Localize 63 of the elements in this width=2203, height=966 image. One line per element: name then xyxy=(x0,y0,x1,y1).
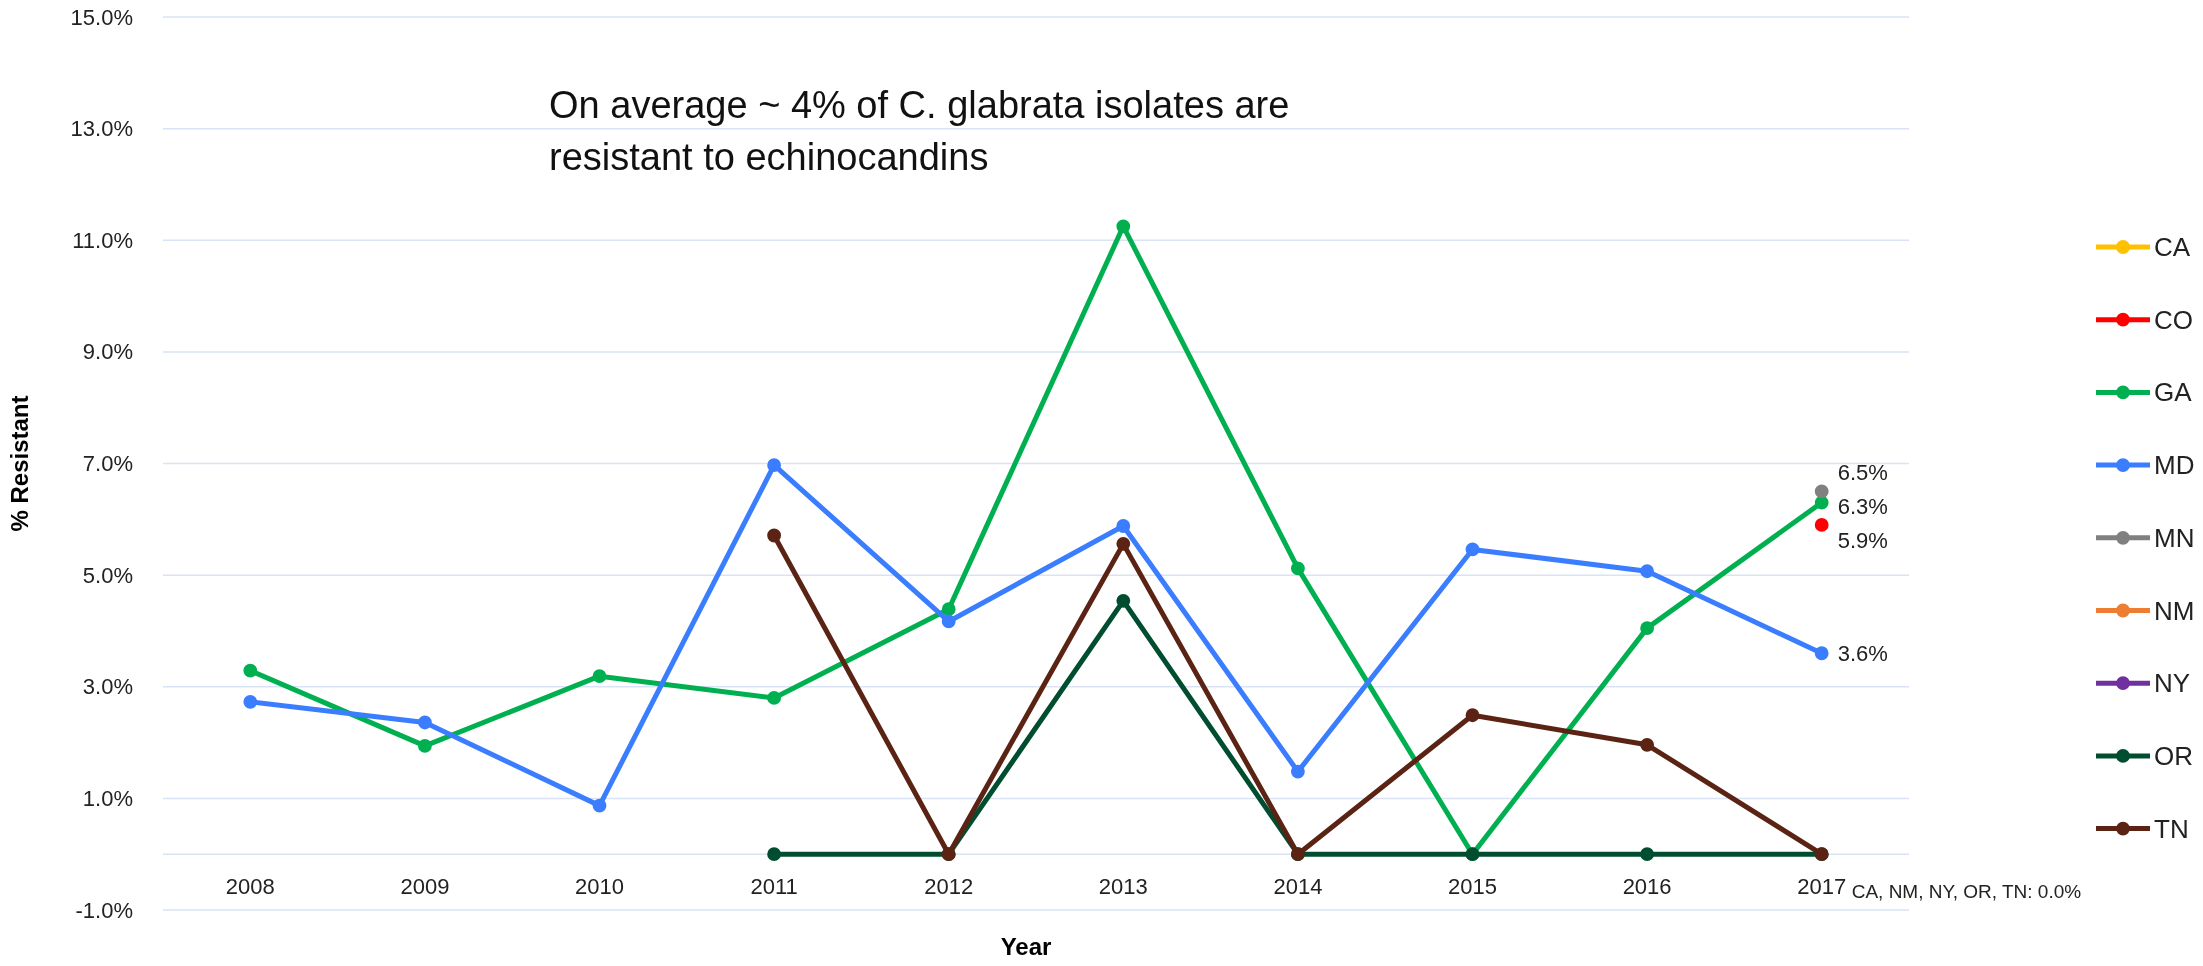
point xyxy=(767,691,782,705)
legend-label: CO xyxy=(2154,304,2193,335)
point xyxy=(1465,542,1480,557)
point xyxy=(1290,764,1305,779)
point xyxy=(1814,484,1829,499)
annotation: On average ~ 4% of C. glabrata isolates are resistant to echinocandins xyxy=(549,84,1290,178)
y-tick-label: 11.0% xyxy=(72,227,133,253)
point xyxy=(417,715,432,730)
point xyxy=(1640,564,1655,579)
point xyxy=(592,669,607,684)
legend-label: GA xyxy=(2154,377,2193,408)
point xyxy=(1814,518,1829,532)
data-label: 6.5% xyxy=(1837,460,1888,486)
point xyxy=(767,458,782,473)
point xyxy=(1640,621,1655,636)
y-tick-label: 13.0% xyxy=(70,116,133,142)
legend-label: OR xyxy=(2154,740,2193,771)
legend-label: MN xyxy=(2154,522,2195,553)
point xyxy=(1640,737,1655,752)
point xyxy=(1116,519,1131,533)
legend-label: MD xyxy=(2154,450,2195,481)
y-tick-label: 5.0% xyxy=(82,562,133,588)
x-tick-label: 2014 xyxy=(1273,873,1323,899)
point xyxy=(592,798,607,813)
point xyxy=(767,528,782,543)
y-tick-label: 1.0% xyxy=(82,785,133,811)
x-tick-label: 2017 xyxy=(1797,873,1847,899)
x-tick-label: 2015 xyxy=(1448,873,1497,899)
x-tick-label: 2013 xyxy=(1098,873,1148,899)
y-tick-label: 7.0% xyxy=(82,451,133,477)
legend-label: CA xyxy=(2154,232,2191,262)
point xyxy=(1814,646,1829,661)
point xyxy=(941,614,956,629)
x-tick-label: 2011 xyxy=(750,873,798,899)
point xyxy=(1116,219,1131,234)
data-label: 6.3% xyxy=(1837,494,1888,520)
point xyxy=(767,847,782,862)
x-tick-label: 2009 xyxy=(400,873,450,899)
point xyxy=(1116,536,1131,551)
y-axis-title: % Resistant xyxy=(6,395,33,532)
y-tick-label: -1.0% xyxy=(75,897,133,923)
x-tick-label: 2016 xyxy=(1622,873,1672,899)
legend-label: NY xyxy=(2154,668,2191,699)
point xyxy=(1290,561,1305,576)
y-tick-label: 3.0% xyxy=(82,674,133,700)
x-tick-label: 2008 xyxy=(225,873,275,899)
legend-label: NM xyxy=(2154,595,2195,626)
x-tick-label: 2010 xyxy=(575,873,624,899)
legend-label: TN xyxy=(2154,813,2189,844)
point xyxy=(1465,708,1480,723)
point xyxy=(1116,593,1131,608)
x-tick-label: 2012 xyxy=(924,873,974,899)
point xyxy=(243,663,258,678)
y-tick-label: 15.0% xyxy=(70,4,133,30)
point xyxy=(243,694,258,709)
point xyxy=(417,739,432,753)
y-tick-label: 9.0% xyxy=(82,339,133,365)
point xyxy=(1640,847,1655,862)
point xyxy=(941,602,956,617)
x-axis-title: Year xyxy=(1000,933,1052,960)
data-label: 3.6% xyxy=(1837,641,1888,667)
data-label: 5.9% xyxy=(1837,528,1888,554)
annotation: CA, NM, NY, OR, TN: 0.0% xyxy=(1851,881,2082,903)
